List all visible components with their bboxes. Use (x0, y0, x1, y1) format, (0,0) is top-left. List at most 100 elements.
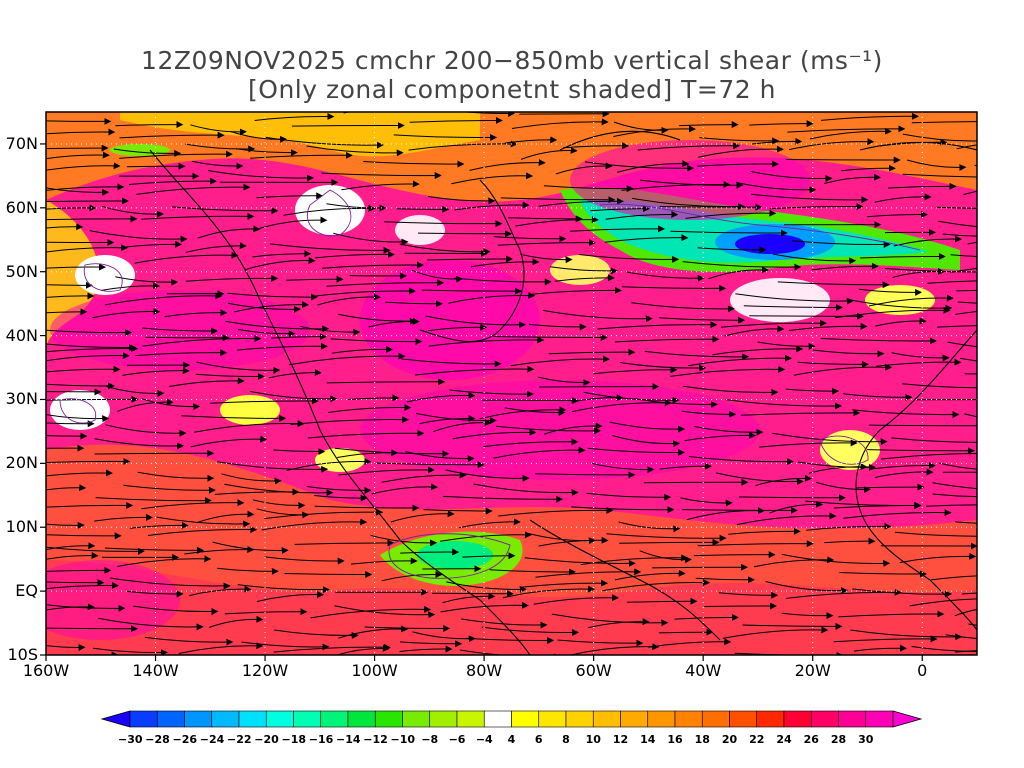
streamline (631, 302, 735, 313)
streamline (250, 390, 338, 403)
streamline (252, 499, 306, 510)
streamline (659, 462, 712, 470)
streamline (405, 451, 475, 463)
streamline (683, 385, 779, 396)
streamline (270, 333, 327, 341)
streamline (927, 280, 977, 284)
streamline (440, 601, 529, 613)
streamline (712, 345, 804, 356)
streamline (911, 646, 977, 653)
streamline (841, 164, 896, 172)
streamline (46, 117, 112, 125)
streamline (604, 234, 689, 243)
streamline (415, 365, 535, 376)
colorbar-tick-label: −24 (199, 733, 225, 746)
colorbar-tick-label: 14 (640, 733, 656, 746)
colorbar-tick-label: 30 (858, 733, 874, 746)
streamline (751, 193, 869, 204)
streamline (261, 518, 368, 531)
streamline (682, 506, 798, 514)
streamline (543, 185, 634, 193)
colorbar-tick-label: 10 (585, 733, 601, 746)
streamline (46, 581, 119, 590)
streamline (446, 581, 527, 593)
streamline (955, 521, 977, 524)
streamline (46, 484, 87, 492)
streamline (135, 349, 228, 357)
streamline (326, 279, 445, 287)
colorbar-swatch (565, 710, 594, 728)
lon-label-0: 0 (917, 661, 928, 680)
lon-label-100w: 100W (351, 661, 398, 680)
streamline (881, 452, 977, 460)
streamline (497, 239, 596, 247)
streamline (128, 177, 217, 185)
colorbar-swatch (810, 710, 839, 728)
streamline (697, 160, 779, 168)
streamline (781, 612, 834, 620)
streamline (835, 306, 951, 319)
streamline (498, 506, 614, 517)
streamline (887, 182, 957, 190)
streamline (555, 162, 613, 175)
streamline (659, 203, 763, 211)
colorbar-swatch (701, 710, 730, 728)
streamline (947, 341, 977, 348)
streamline (658, 628, 714, 636)
streamline (891, 352, 950, 362)
streamline (433, 419, 492, 433)
streamline (46, 308, 88, 316)
streamline (164, 309, 228, 318)
streamline (797, 360, 869, 368)
streamline (46, 345, 139, 353)
lat-label-70n: 70N (5, 133, 38, 153)
streamline (644, 350, 750, 361)
streamline (616, 160, 690, 173)
streamline (46, 151, 110, 160)
streamline (46, 469, 113, 477)
colorbar-tick-label: 12 (612, 733, 629, 746)
streamline (538, 536, 609, 547)
streamline (786, 156, 901, 164)
streamline (46, 501, 134, 509)
streamline (955, 311, 977, 315)
streamline (311, 287, 416, 297)
colorbar-tick-label: −26 (172, 733, 198, 746)
streamline (682, 261, 802, 271)
lon-label-80w: 80W (466, 661, 503, 680)
streamline (417, 230, 512, 238)
streamline (210, 397, 319, 405)
streamline (876, 358, 962, 367)
streamline (442, 592, 496, 604)
streamline (185, 143, 256, 153)
streamline (338, 625, 409, 639)
lat-label-30n: 30N (5, 389, 38, 409)
streamline (115, 121, 184, 129)
streamline (370, 534, 438, 547)
streamline (46, 542, 96, 551)
colorbar-swatch (456, 710, 485, 728)
streamline (605, 210, 679, 220)
streamline (122, 367, 190, 376)
streamline (286, 275, 344, 283)
streamline (289, 352, 406, 366)
streamline (823, 173, 881, 184)
streamline (283, 204, 376, 216)
streamline (427, 323, 488, 332)
streamline (735, 293, 854, 305)
streamline (777, 281, 890, 289)
streamline (839, 570, 927, 578)
colorbar-tick-label: 6 (534, 733, 543, 746)
streamline (428, 336, 545, 347)
streamline (306, 486, 372, 494)
streamline (511, 118, 609, 129)
colorbar-swatch (402, 710, 431, 728)
colorbar-swatch (511, 710, 540, 728)
streamline (384, 220, 503, 228)
streamline (94, 449, 215, 457)
streamline (850, 629, 963, 641)
streamline (769, 203, 864, 211)
streamline (171, 206, 279, 215)
streamline (117, 555, 212, 567)
streamline (824, 537, 876, 545)
